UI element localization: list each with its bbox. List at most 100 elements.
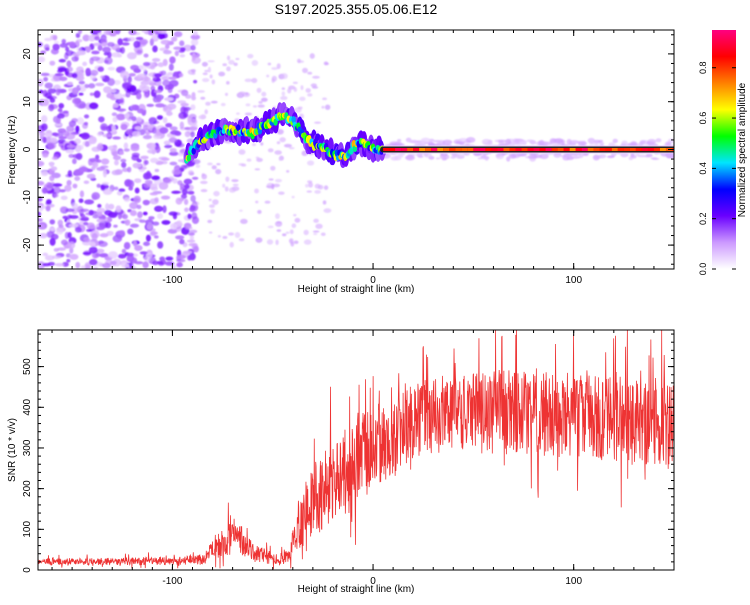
spectrogram-noise-blob (125, 90, 131, 98)
spectrogram-noise-blob (91, 232, 98, 241)
spectrogram-noise-blob (117, 253, 127, 259)
spectrogram-noise-blob (497, 139, 507, 143)
spectrogram-noise-blob (183, 178, 193, 185)
spectrogram-noise-blob (423, 152, 432, 158)
spectrogram-noise-blob (193, 54, 200, 58)
spectrogram-noise-blob (152, 127, 157, 134)
spectrogram-noise-blob (193, 245, 199, 253)
spectrogram-noise-blob (495, 153, 504, 160)
spectrogram-noise-blob (40, 50, 47, 55)
spectrogram-noise-blob (142, 61, 151, 67)
spectrogram-noise-blob (113, 224, 118, 228)
y-tick-label: 300 (22, 439, 33, 456)
spectrogram-noise-blob (134, 126, 142, 131)
spectrogram-noise-blob (178, 111, 187, 120)
spectrogram-noise-blob (143, 53, 149, 58)
spectrogram-noise-blob (110, 89, 116, 93)
spectrogram-noise-blob (151, 175, 161, 181)
spectrogram-noise-blob (58, 76, 68, 82)
spectrogram-noise-blob (158, 181, 169, 190)
spectrogram-noise-blob (630, 153, 635, 158)
spectrogram-noise-blob (238, 163, 245, 166)
snr-panel: -100 0 100 0 100 200 300 400 500 Height of strai… (7, 329, 675, 595)
spectrogram-noise-blob (282, 233, 287, 237)
spectrogram-noise-blob (130, 145, 140, 152)
spectrogram-ridge-segment (473, 148, 480, 151)
spectrogram-noise-blob (136, 116, 142, 123)
spectrogram-noise-blob (200, 96, 206, 100)
spectrogram-noise-blob (123, 142, 129, 150)
spectrogram-noise-blob (465, 137, 476, 143)
spectrogram-noise-blob (67, 170, 73, 177)
spectrogram-noise-blob (97, 44, 103, 51)
spectrogram-noise-blob (52, 255, 62, 259)
spectrogram-noise-blob (180, 102, 189, 107)
spectrogram-noise-blob (91, 146, 101, 152)
spectrogram-noise-blob (145, 234, 151, 242)
spectrogram-noise-blob (251, 78, 258, 84)
spectrogram-noise-blob (49, 227, 56, 231)
spectrogram-noise-blob (204, 69, 209, 73)
spectrogram-noise-blob (665, 152, 674, 158)
spectrogram-noise-blob (280, 73, 288, 80)
spectrogram-noise-blob (38, 56, 46, 63)
spectrogram-noise-blob (293, 213, 297, 217)
spectrogram-noise-blob (168, 211, 178, 216)
spectrogram-noise-blob (220, 102, 226, 107)
spectrogram-noise-blob (276, 63, 281, 70)
spectrogram-noise-blob (281, 91, 286, 96)
spectrogram-noise-blob (190, 44, 196, 51)
spectrogram-noise-blob (49, 237, 56, 246)
spectrogram-noise-blob (169, 126, 178, 131)
spectrogram-noise-blob (226, 81, 230, 85)
spectrogram-noise-blob (180, 47, 186, 52)
spectrogram-noise-blob (97, 203, 102, 208)
spectrogram-noise-blob (161, 157, 170, 161)
spectrogram-noise-blob (150, 186, 159, 191)
spectrogram-noise-blob (121, 248, 127, 254)
spectrogram-ridge-segment (629, 148, 636, 151)
colorbar-tick-label: 0.8 (698, 61, 708, 74)
spectrogram-noise-blob (208, 198, 212, 202)
spectrogram-noise-blob (144, 179, 153, 185)
spectrogram-noise-blob (428, 143, 436, 146)
spectrogram-ridge-segment (443, 148, 450, 151)
spectrogram-noise-blob (91, 50, 100, 55)
spectrogram-noise-blob (66, 81, 74, 86)
spectrogram-noise-blob (142, 211, 148, 216)
spectrogram-ridge-segment (401, 148, 408, 151)
spectrogram-noise-blob (43, 44, 50, 51)
spectrogram-noise-blob (171, 36, 178, 42)
y-tick-label: 0 (22, 567, 33, 573)
spectrogram-noise-blob (58, 58, 66, 63)
spectrogram-noise-blob (100, 184, 106, 191)
spectrogram-noise-blob (554, 138, 564, 144)
spectrogram-noise-blob (191, 201, 200, 206)
spectrogram-noise-blob (113, 186, 119, 191)
spectrogram-noise-blob (66, 125, 75, 132)
spectrogram-noise-blob (157, 213, 164, 220)
spectrogram-noise-blob (577, 141, 588, 146)
spectrogram-noise-blob (204, 109, 208, 115)
spectrogram-noise-blob (256, 87, 262, 93)
spectrogram-noise-blob (210, 100, 218, 104)
spectrogram-noise-blob (134, 245, 143, 251)
spectrogram-noise-blob (315, 130, 320, 134)
spectrogram-noise-blob (179, 121, 185, 129)
spectrogram-noise-blob (133, 68, 142, 74)
spectrogram-noise-blob (160, 75, 168, 81)
spectrogram-noise-blob (306, 160, 315, 166)
spectrogram-noise-blob (322, 97, 327, 101)
spectrogram-noise-blob (42, 153, 49, 158)
spectrogram-noise-blob (408, 140, 416, 144)
spectrogram-noise-blob (64, 184, 72, 192)
spectrogram-noise-blob (212, 199, 219, 205)
spectrogram-noise-blob (84, 199, 95, 205)
spectrogram-noise-blob (201, 173, 205, 177)
spectrogram-noise-blob (238, 238, 245, 242)
spectrogram-noise-blob (174, 50, 179, 57)
spectrogram-noise-blob (88, 246, 98, 254)
spectrogram-noise-blob (255, 237, 263, 243)
